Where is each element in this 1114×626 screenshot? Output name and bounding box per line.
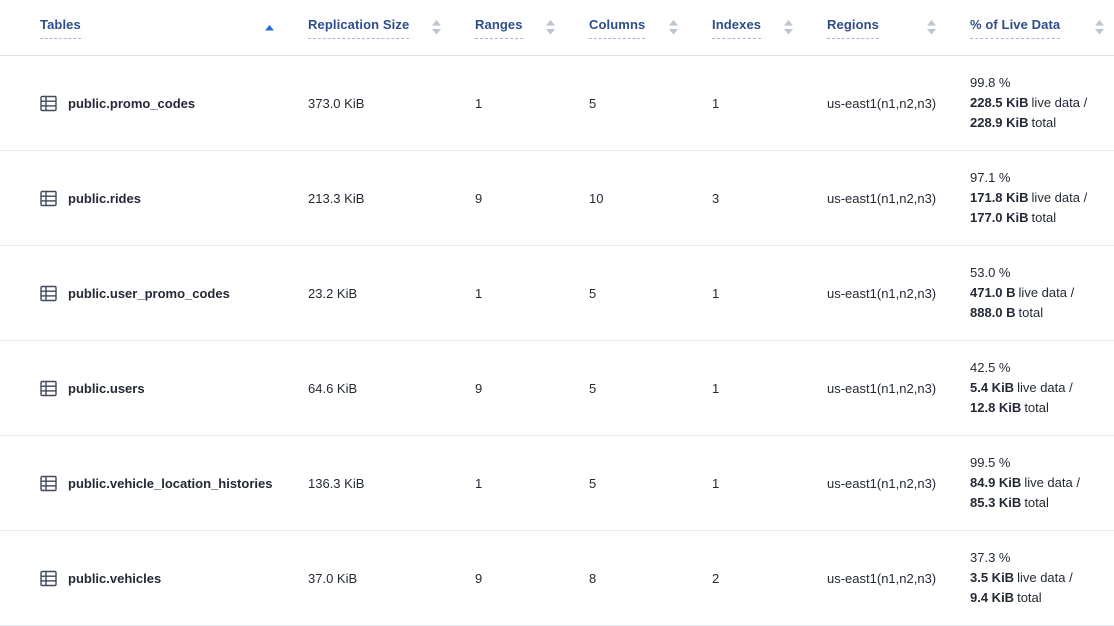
columns-value: 5 — [589, 380, 597, 396]
replication-size-value: 373.0 KiB — [308, 95, 365, 111]
column-header-live-data[interactable]: % of Live Data — [970, 0, 1114, 55]
total-data-line: 9.4 KiB total — [970, 590, 1042, 605]
table-row[interactable]: public.user_promo_codes 23.2 KiB 1 5 1 u… — [0, 246, 1114, 341]
ranges-value: 9 — [475, 570, 483, 586]
columns-value: 5 — [589, 285, 597, 301]
sort-icon[interactable] — [546, 20, 555, 35]
live-percent: 42.5 % — [970, 360, 1011, 375]
table-name-link[interactable]: public.user_promo_codes — [68, 285, 230, 301]
table-name-link[interactable]: public.vehicles — [68, 570, 162, 586]
table-header: Tables Replication Size Ranges Columns — [0, 0, 1114, 56]
table-icon — [40, 285, 57, 301]
indexes-value: 1 — [712, 95, 720, 111]
table-name-link[interactable]: public.users — [68, 380, 145, 396]
columns-value: 8 — [589, 570, 597, 586]
live-data-cell: 42.5 % 5.4 KiB live data / 12.8 KiB total — [970, 341, 1114, 435]
column-header-live-data-label: % of Live Data — [970, 17, 1061, 39]
sort-icon[interactable] — [927, 20, 936, 35]
columns-value: 5 — [589, 475, 597, 491]
indexes-value: 1 — [712, 475, 720, 491]
sort-icon[interactable] — [1095, 20, 1104, 35]
table-row[interactable]: public.vehicle_location_histories 136.3 … — [0, 436, 1114, 531]
live-data-line: 84.9 KiB live data / — [970, 475, 1080, 490]
live-percent: 37.3 % — [970, 550, 1011, 565]
live-data-cell: 97.1 % 171.8 KiB live data / 177.0 KiB tot… — [970, 151, 1114, 245]
column-header-columns-label: Columns — [589, 17, 646, 39]
live-data-cell: 99.8 % 228.5 KiB live data / 228.9 KiB tot… — [970, 56, 1114, 150]
ranges-value: 1 — [475, 475, 483, 491]
total-data-line: 12.8 KiB total — [970, 400, 1049, 415]
indexes-value: 3 — [712, 190, 720, 206]
ranges-value: 1 — [475, 285, 483, 301]
total-data-line: 85.3 KiB total — [970, 495, 1049, 510]
sort-icon[interactable] — [432, 20, 441, 35]
ranges-value: 9 — [475, 190, 483, 206]
column-header-indexes[interactable]: Indexes — [712, 0, 827, 55]
table-row[interactable]: public.vehicles 37.0 KiB 9 8 2 us-east1(… — [0, 531, 1114, 626]
sort-icon[interactable] — [784, 20, 793, 35]
ranges-value: 9 — [475, 380, 483, 396]
live-data-line: 171.8 KiB live data / — [970, 190, 1088, 205]
replication-size-value: 23.2 KiB — [308, 285, 358, 301]
table-name-link[interactable]: public.vehicle_location_histories — [68, 475, 273, 491]
sort-icon[interactable] — [669, 20, 678, 35]
table-icon — [40, 475, 57, 491]
indexes-value: 1 — [712, 285, 720, 301]
regions-value: us-east1(n1,n2,n3) — [827, 475, 937, 491]
live-data-line: 228.5 KiB live data / — [970, 95, 1088, 110]
live-percent: 97.1 % — [970, 170, 1011, 185]
column-header-columns[interactable]: Columns — [589, 0, 712, 55]
column-header-regions[interactable]: Regions — [827, 0, 970, 55]
table-row[interactable]: public.users 64.6 KiB 9 5 1 us-east1(n1,… — [0, 341, 1114, 436]
table-icon — [40, 380, 57, 396]
regions-value: us-east1(n1,n2,n3) — [827, 190, 937, 206]
column-header-ranges-label: Ranges — [475, 17, 523, 39]
regions-value: us-east1(n1,n2,n3) — [827, 380, 937, 396]
regions-value: us-east1(n1,n2,n3) — [827, 95, 937, 111]
column-header-tables[interactable]: Tables — [0, 0, 308, 55]
live-data-line: 3.5 KiB live data / — [970, 570, 1073, 585]
table-row[interactable]: public.rides 213.3 KiB 9 10 3 us-east1(n… — [0, 151, 1114, 246]
total-data-line: 177.0 KiB total — [970, 210, 1057, 225]
column-header-replication-size-label: Replication Size — [308, 17, 410, 39]
table-icon — [40, 95, 57, 111]
ranges-value: 1 — [475, 95, 483, 111]
live-data-cell: 99.5 % 84.9 KiB live data / 85.3 KiB total — [970, 436, 1114, 530]
live-percent: 53.0 % — [970, 265, 1011, 280]
table-icon — [40, 190, 57, 206]
indexes-value: 2 — [712, 570, 720, 586]
table-name-link[interactable]: public.rides — [68, 190, 141, 206]
live-percent: 99.5 % — [970, 455, 1011, 470]
table-name-link[interactable]: public.promo_codes — [68, 95, 196, 111]
regions-value: us-east1(n1,n2,n3) — [827, 570, 937, 586]
sort-asc-icon[interactable] — [265, 24, 274, 31]
table-row[interactable]: public.promo_codes 373.0 KiB 1 5 1 us-ea… — [0, 56, 1114, 151]
replication-size-value: 136.3 KiB — [308, 475, 365, 491]
replication-size-value: 213.3 KiB — [308, 190, 365, 206]
column-header-tables-label: Tables — [40, 17, 81, 39]
column-header-indexes-label: Indexes — [712, 17, 762, 39]
columns-value: 10 — [589, 190, 604, 206]
replication-size-value: 64.6 KiB — [308, 380, 358, 396]
live-data-line: 5.4 KiB live data / — [970, 380, 1073, 395]
live-percent: 99.8 % — [970, 75, 1011, 90]
table-icon — [40, 570, 57, 586]
columns-value: 5 — [589, 95, 597, 111]
live-data-cell: 37.3 % 3.5 KiB live data / 9.4 KiB total — [970, 531, 1114, 625]
column-header-regions-label: Regions — [827, 17, 879, 39]
indexes-value: 1 — [712, 380, 720, 396]
column-header-replication-size[interactable]: Replication Size — [308, 0, 475, 55]
total-data-line: 228.9 KiB total — [970, 115, 1057, 130]
regions-value: us-east1(n1,n2,n3) — [827, 285, 937, 301]
column-header-ranges[interactable]: Ranges — [475, 0, 589, 55]
replication-size-value: 37.0 KiB — [308, 570, 358, 586]
